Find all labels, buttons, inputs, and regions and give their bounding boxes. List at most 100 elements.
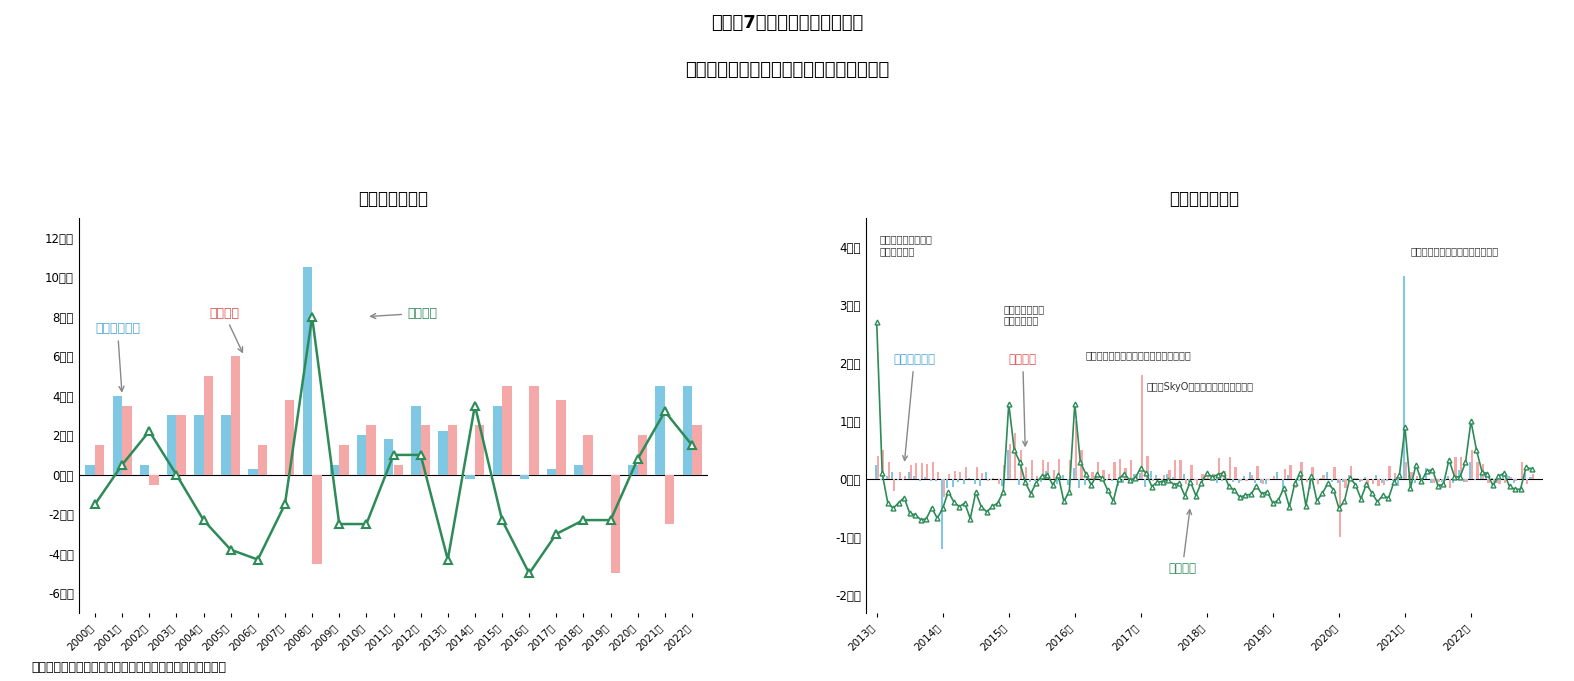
Bar [1332, 479, 1333, 481]
Bar [1210, 476, 1212, 479]
Bar [987, 479, 988, 481]
Bar [1006, 450, 1009, 479]
Bar [1254, 479, 1256, 483]
Bar [637, 435, 647, 475]
Bar [932, 462, 933, 479]
Bar [979, 479, 981, 486]
Bar [1508, 476, 1509, 479]
Bar [1237, 479, 1240, 484]
Bar [249, 469, 258, 475]
Bar [1113, 462, 1116, 479]
Bar [1373, 479, 1374, 484]
Bar [1179, 460, 1182, 479]
Bar [1311, 467, 1314, 479]
Bar [519, 475, 529, 479]
Bar [1524, 473, 1527, 479]
Text: 新ダイビル本館
梅田清和ビル: 新ダイビル本館 梅田清和ビル [1003, 304, 1045, 326]
Bar [1391, 479, 1395, 481]
Bar [1025, 467, 1028, 479]
Bar [998, 479, 999, 484]
Bar [1513, 479, 1516, 483]
Bar [1094, 476, 1097, 479]
Bar [1432, 479, 1434, 483]
Bar [1387, 479, 1388, 481]
Text: 賃貸可能面積: 賃貸可能面積 [94, 323, 140, 392]
Bar [1420, 474, 1421, 479]
Bar [411, 405, 420, 475]
Bar [952, 479, 954, 488]
Text: 図表－7　大阪ビジネス地区の: 図表－7 大阪ビジネス地区の [711, 14, 863, 31]
Bar [1056, 479, 1058, 484]
Text: 大阪梅田ツインタワーズ・サウス: 大阪梅田ツインタワーズ・サウス [1410, 246, 1498, 255]
Bar [1221, 479, 1223, 481]
Bar [493, 405, 502, 475]
Bar [664, 475, 674, 524]
Title: ＜月次・増減＞: ＜月次・増減＞ [1169, 190, 1239, 208]
Bar [1494, 479, 1495, 481]
Bar [1421, 478, 1423, 479]
Bar [1322, 475, 1325, 479]
Bar [1042, 460, 1044, 479]
Bar [1431, 479, 1432, 484]
Bar [1036, 475, 1039, 479]
Bar [628, 464, 637, 475]
Bar [1358, 479, 1362, 481]
Bar [466, 475, 475, 479]
Bar [965, 466, 966, 479]
Bar [892, 479, 896, 491]
Bar [357, 435, 367, 475]
Bar [1031, 460, 1033, 479]
Bar [1321, 477, 1322, 479]
Bar [394, 464, 403, 475]
Bar [1333, 467, 1336, 479]
Bar [1075, 422, 1077, 479]
Bar [919, 479, 921, 481]
Bar [1265, 479, 1267, 484]
Bar [1442, 479, 1443, 482]
Bar [167, 415, 176, 475]
Bar [903, 477, 907, 479]
Bar [1138, 473, 1141, 479]
Bar [1366, 479, 1369, 488]
Bar [222, 415, 231, 475]
Bar [1453, 479, 1454, 483]
Bar [1491, 477, 1494, 479]
Bar [875, 464, 877, 479]
Text: 賃貸可能面積・賃貸面積・空室面積の増減: 賃貸可能面積・賃貸面積・空室面積の増減 [685, 61, 889, 79]
Bar [1003, 465, 1006, 479]
Bar [1273, 476, 1275, 479]
Bar [1196, 479, 1198, 485]
Bar [1207, 475, 1209, 479]
Bar [1347, 475, 1350, 479]
Bar [1395, 473, 1396, 479]
Title: ＜年次・増減＞: ＜年次・増減＞ [359, 190, 428, 208]
Bar [902, 479, 903, 480]
Bar [968, 478, 970, 479]
Bar [1295, 479, 1297, 488]
Bar [1339, 479, 1341, 537]
Bar [1116, 479, 1119, 486]
Bar [438, 431, 447, 475]
Bar [1130, 460, 1132, 479]
Bar [258, 445, 268, 475]
Bar [1168, 470, 1171, 479]
Bar [1243, 476, 1245, 479]
Bar [1497, 479, 1498, 483]
Bar [1108, 474, 1110, 479]
Bar [990, 479, 992, 480]
Bar [194, 415, 203, 475]
Bar [992, 478, 995, 479]
Bar [1262, 479, 1264, 484]
Bar [877, 456, 878, 479]
Bar [1111, 479, 1113, 481]
Bar [384, 439, 394, 475]
Bar [1281, 479, 1284, 492]
Bar [957, 479, 959, 482]
Bar [1072, 468, 1075, 479]
Bar [1343, 479, 1344, 481]
Bar [1402, 276, 1406, 479]
Bar [1413, 479, 1417, 483]
Bar [1149, 471, 1152, 479]
Bar [914, 462, 918, 479]
Bar [1532, 473, 1533, 479]
